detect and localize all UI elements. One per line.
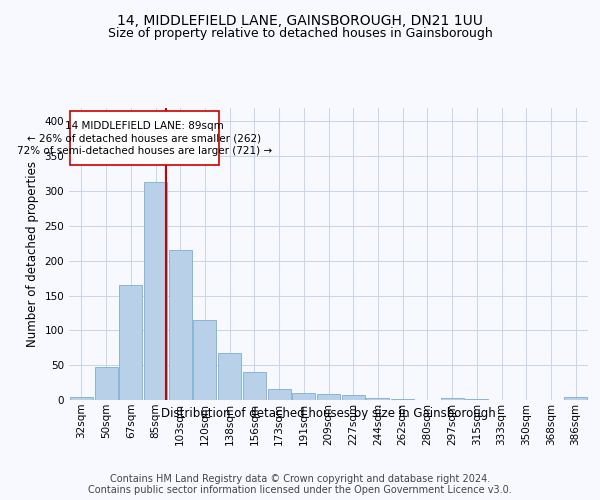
Bar: [70, 111, 218, 166]
Text: 14 MIDDLEFIELD LANE: 89sqm: 14 MIDDLEFIELD LANE: 89sqm: [65, 120, 224, 130]
Bar: [268, 389, 290, 400]
Text: Contains HM Land Registry data © Crown copyright and database right 2024.: Contains HM Land Registry data © Crown c…: [110, 474, 490, 484]
Bar: [119, 285, 142, 400]
Bar: [243, 372, 266, 400]
Bar: [193, 320, 217, 400]
Text: Size of property relative to detached houses in Gainsborough: Size of property relative to detached ho…: [107, 28, 493, 40]
Bar: [317, 394, 340, 400]
Bar: [95, 368, 118, 400]
Bar: [342, 395, 365, 400]
Text: Distribution of detached houses by size in Gainsborough: Distribution of detached houses by size …: [161, 408, 496, 420]
Bar: [564, 397, 587, 400]
Bar: [292, 393, 315, 400]
Bar: [218, 354, 241, 400]
Text: Contains public sector information licensed under the Open Government Licence v3: Contains public sector information licen…: [88, 485, 512, 495]
Text: 72% of semi-detached houses are larger (721) →: 72% of semi-detached houses are larger (…: [17, 146, 272, 156]
Bar: [367, 398, 389, 400]
Bar: [440, 398, 464, 400]
Y-axis label: Number of detached properties: Number of detached properties: [26, 161, 39, 347]
Bar: [169, 250, 192, 400]
Text: 14, MIDDLEFIELD LANE, GAINSBOROUGH, DN21 1UU: 14, MIDDLEFIELD LANE, GAINSBOROUGH, DN21…: [117, 14, 483, 28]
Bar: [144, 182, 167, 400]
Bar: [70, 397, 93, 400]
Text: ← 26% of detached houses are smaller (262): ← 26% of detached houses are smaller (26…: [28, 133, 262, 143]
